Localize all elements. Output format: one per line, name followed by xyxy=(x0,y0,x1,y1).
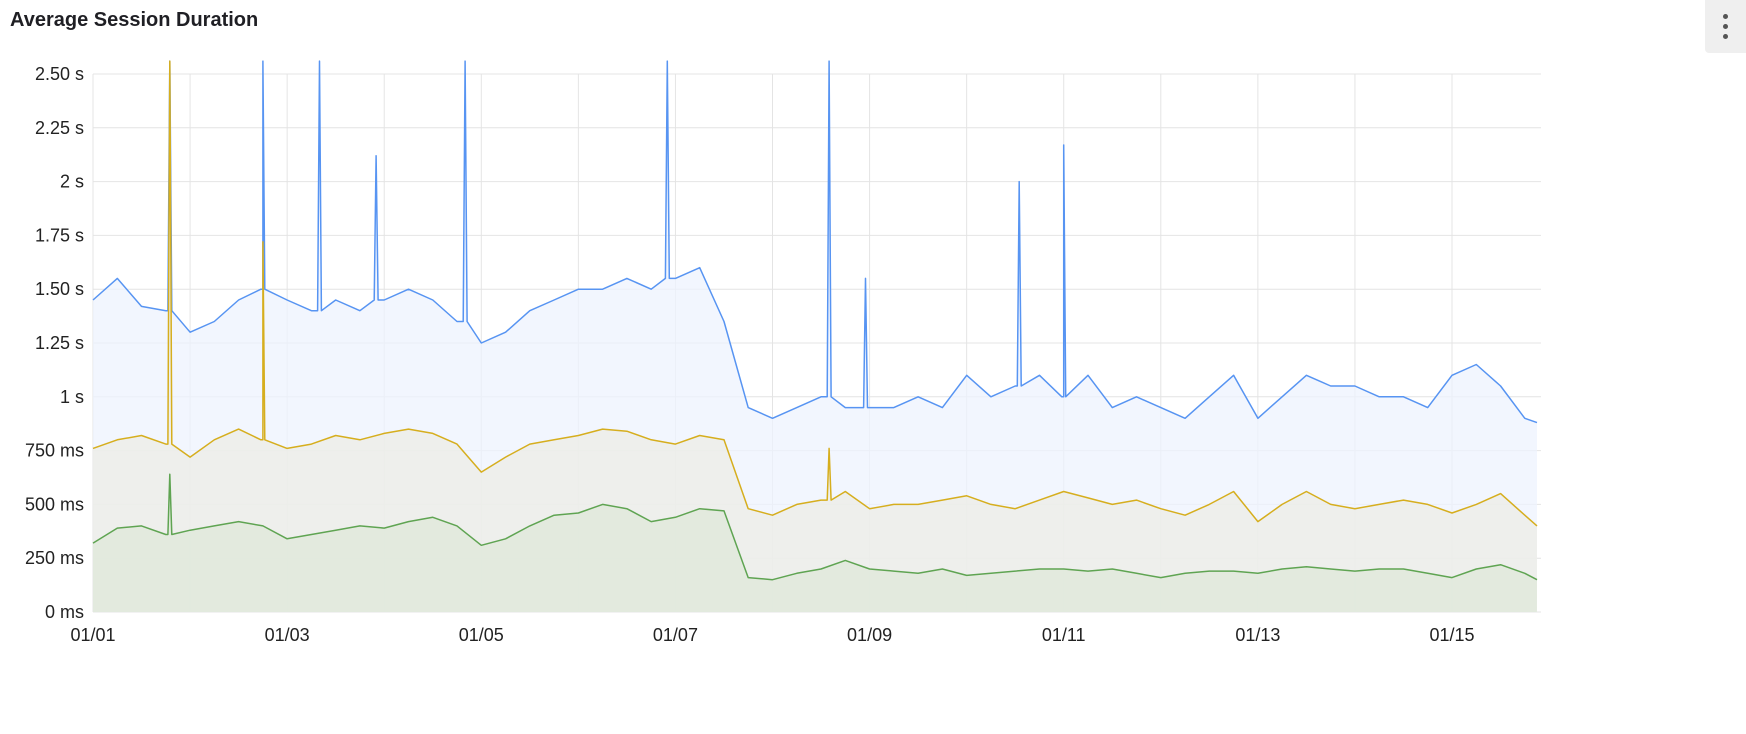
panel-title: Average Session Duration xyxy=(10,9,259,31)
y-tick-label: 500 ms xyxy=(25,494,84,514)
series-area-2 xyxy=(93,474,1537,612)
x-tick-label: 01/07 xyxy=(653,625,698,645)
y-tick-label: 2 s xyxy=(60,172,84,192)
y-tick-label: 2.25 s xyxy=(35,118,84,138)
y-tick-label: 1.75 s xyxy=(35,225,84,245)
y-tick-label: 1.50 s xyxy=(35,279,84,299)
series-line-2 xyxy=(92,473,1538,581)
kebab-dot xyxy=(1723,34,1728,39)
x-tick-label: 01/03 xyxy=(265,625,310,645)
y-tick-label: 1.25 s xyxy=(35,333,84,353)
y-axis: 0 ms 250 ms 500 ms 750 ms 1 s 1.25 s 1.50 s 1.7… xyxy=(25,64,84,622)
y-tick-label: 750 ms xyxy=(25,441,84,461)
y-tick-label: 1 s xyxy=(60,387,84,407)
y-tick-label: 0 ms xyxy=(45,602,84,622)
kebab-menu-icon xyxy=(1723,14,1728,19)
y-tick-label: 250 ms xyxy=(25,548,84,568)
panel-menu-button[interactable] xyxy=(1705,0,1746,53)
series-line-0 xyxy=(92,60,1538,424)
x-tick-label: 01/13 xyxy=(1235,625,1280,645)
series-lines xyxy=(92,60,1538,581)
series-areas xyxy=(93,61,1537,613)
x-axis: 01/01 01/03 01/05 01/07 01/09 01/11 01/13 01/15 xyxy=(70,625,1474,645)
x-tick-label: 01/11 xyxy=(1042,625,1086,645)
x-tick-label: 01/09 xyxy=(847,625,892,645)
series-line-1 xyxy=(92,60,1538,527)
series-area-1 xyxy=(93,61,1537,613)
kebab-dot xyxy=(1723,24,1728,29)
x-tick-label: 01/05 xyxy=(459,625,504,645)
x-tick-label: 01/01 xyxy=(70,625,115,645)
x-tick-label: 01/15 xyxy=(1429,625,1474,645)
y-tick-label: 2.50 s xyxy=(35,64,84,84)
